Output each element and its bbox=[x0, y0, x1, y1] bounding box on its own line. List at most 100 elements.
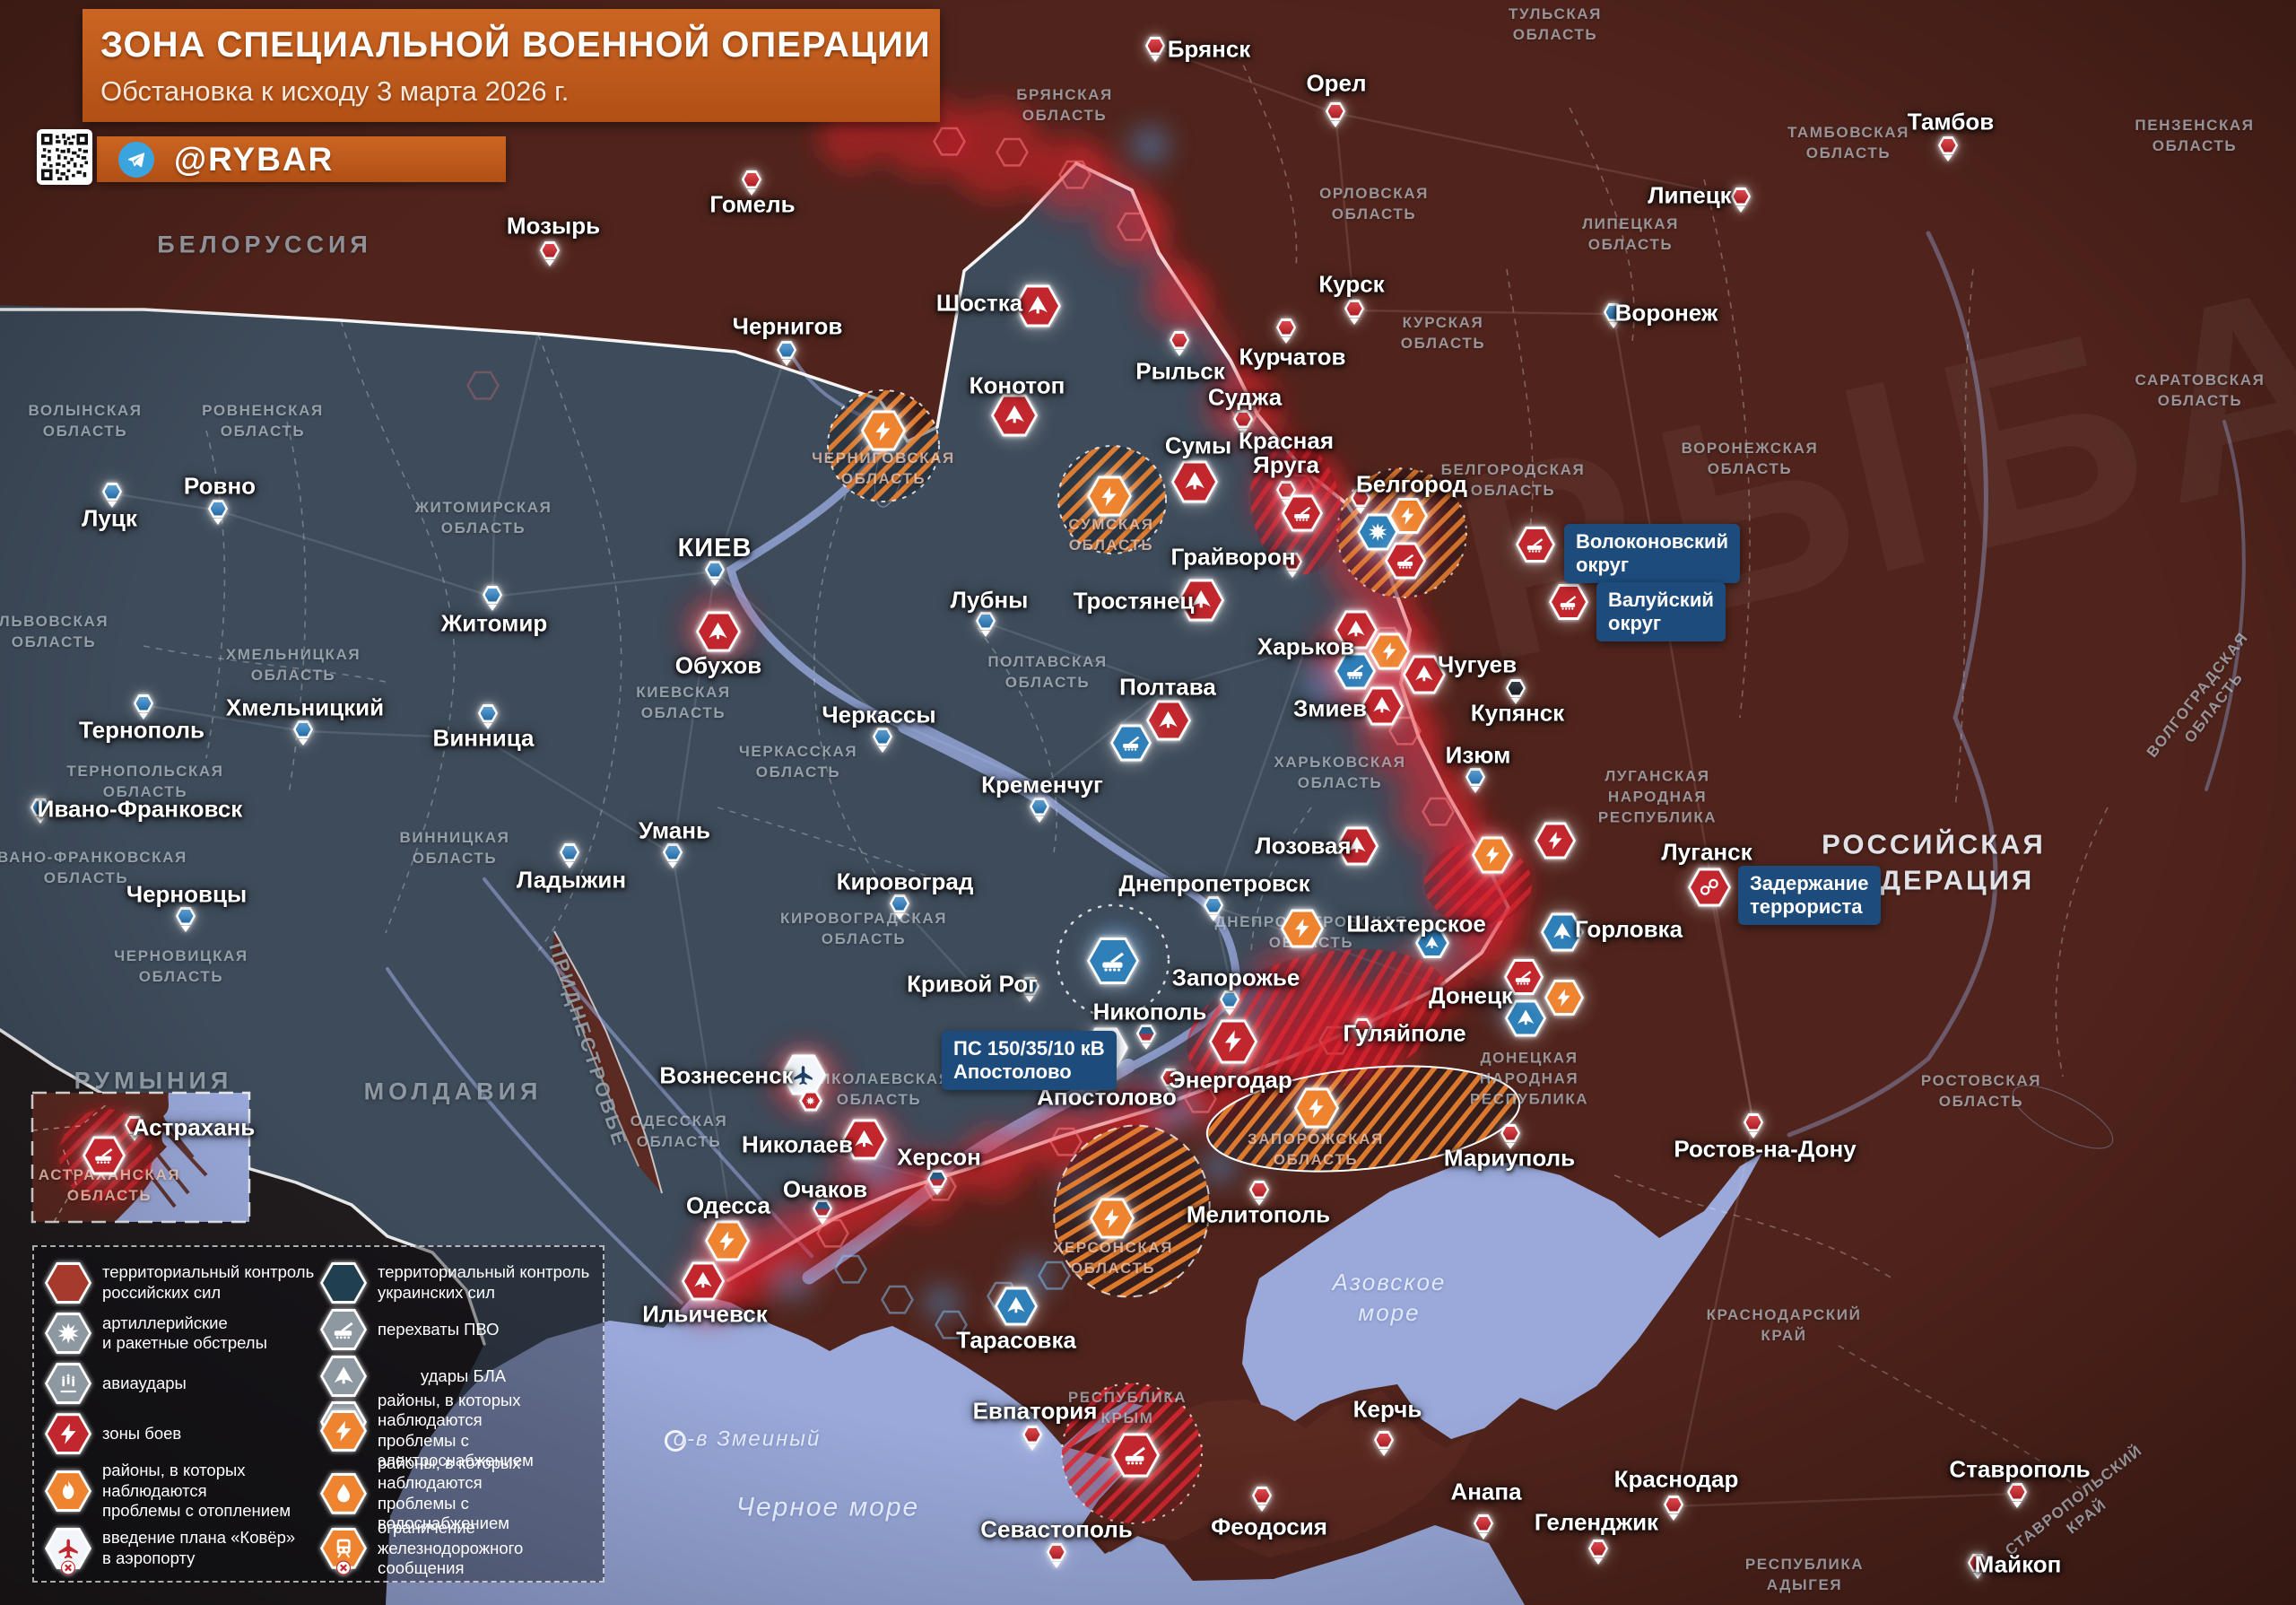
city-pin-red[interactable] bbox=[1161, 1069, 1180, 1094]
city-pin-blue[interactable] bbox=[1465, 768, 1485, 793]
map-icon-blue-drone[interactable] bbox=[1415, 928, 1449, 958]
city-pin-blue[interactable] bbox=[1020, 977, 1039, 1002]
map-icon-orange-bolt[interactable] bbox=[1472, 836, 1513, 874]
map-icon-blue-aa[interactable] bbox=[1335, 652, 1376, 690]
map-icon-red-aa[interactable] bbox=[1385, 542, 1426, 580]
city-pin-blue[interactable] bbox=[293, 720, 313, 746]
map-icon-red-drone[interactable] bbox=[991, 394, 1038, 437]
map-icon-red-drone[interactable] bbox=[1178, 579, 1224, 622]
city-pin-red[interactable] bbox=[1276, 318, 1296, 344]
map-icon-red-drone[interactable] bbox=[1146, 700, 1191, 741]
city-pin-red[interactable] bbox=[1968, 1554, 1987, 1579]
map-icon-orange-bolt[interactable] bbox=[1281, 909, 1324, 948]
map-icon-orange-bolt[interactable] bbox=[1090, 1198, 1135, 1239]
city-pin-red[interactable] bbox=[1022, 1426, 1042, 1451]
map-icon-red-drone[interactable] bbox=[1361, 686, 1404, 726]
city-pin-red[interactable] bbox=[1047, 1543, 1066, 1568]
city-pin-blue[interactable] bbox=[208, 500, 228, 525]
info-box[interactable]: ПС 150/35/10 кВ Апостолово bbox=[942, 1031, 1117, 1090]
city-pin-red[interactable] bbox=[1233, 410, 1253, 435]
map-icon-orange-bolt[interactable] bbox=[1087, 475, 1132, 517]
city-pin-red[interactable] bbox=[1500, 1124, 1520, 1149]
rybar-channel-bar[interactable]: @RYBAR bbox=[97, 136, 506, 182]
city-pin-blue[interactable] bbox=[483, 586, 502, 611]
city-pin-red[interactable] bbox=[125, 1116, 144, 1141]
map-icon-red-drone[interactable] bbox=[696, 611, 741, 652]
info-box[interactable]: Задержание террориста bbox=[1738, 866, 1881, 925]
city-pin-blue[interactable] bbox=[873, 728, 892, 753]
map-icon-blue-boom[interactable] bbox=[1357, 513, 1398, 551]
city-pin-blue[interactable] bbox=[176, 907, 196, 932]
map-icon-blue-drone[interactable] bbox=[1505, 999, 1546, 1037]
map-icon-orange-bolt[interactable] bbox=[861, 410, 906, 451]
city-pin-blue[interactable] bbox=[777, 341, 796, 366]
map-icon-red-aa[interactable] bbox=[83, 1136, 126, 1175]
map-icon-orange-bolt[interactable] bbox=[1388, 498, 1428, 534]
city-pin-red[interactable] bbox=[2007, 1483, 2027, 1508]
city-pin-red[interactable] bbox=[1351, 489, 1370, 514]
map-icon-orange-bolt[interactable] bbox=[1369, 632, 1410, 670]
info-box[interactable]: Волоконовский округ bbox=[1564, 524, 1741, 583]
map-icon-red-drone[interactable] bbox=[842, 1119, 887, 1160]
city-pin-red[interactable] bbox=[1938, 136, 1958, 161]
city-pin-red[interactable] bbox=[1664, 1496, 1683, 1521]
map-icon-orange-bolt[interactable] bbox=[1544, 980, 1584, 1016]
city-pin-red[interactable] bbox=[1352, 1018, 1372, 1043]
map-icon-red-drone[interactable] bbox=[1171, 460, 1218, 503]
city-pin-blue[interactable] bbox=[890, 894, 909, 920]
city-pin-red[interactable] bbox=[1731, 188, 1751, 213]
city-pin-red[interactable] bbox=[1170, 331, 1189, 356]
map-icon-orange-bolt[interactable] bbox=[705, 1220, 750, 1261]
city-pin-red[interactable] bbox=[1145, 37, 1165, 62]
city-pin-dark[interactable] bbox=[1506, 679, 1526, 704]
map-icon-red-drone[interactable] bbox=[1014, 284, 1061, 327]
city-pin-split[interactable] bbox=[1136, 1025, 1156, 1050]
map-icon-red-drone[interactable] bbox=[1335, 610, 1378, 650]
map-icon-red-aa[interactable] bbox=[1282, 494, 1323, 532]
city-pin-blue[interactable] bbox=[478, 704, 498, 729]
map-icon-red-bolt[interactable] bbox=[1535, 822, 1576, 859]
map-icon-blue-aa[interactable] bbox=[1087, 938, 1139, 984]
city-pin-red[interactable] bbox=[1344, 300, 1364, 325]
map-icon-blue-aa[interactable] bbox=[1110, 724, 1152, 762]
map-icon-red-drone[interactable] bbox=[1403, 655, 1446, 694]
info-box[interactable]: Валуйский округ bbox=[1596, 582, 1726, 641]
city-pin-red[interactable] bbox=[540, 241, 560, 266]
city-pin-blue[interactable] bbox=[705, 561, 725, 586]
city-pin-red[interactable] bbox=[1249, 1181, 1269, 1206]
city-pin-blue[interactable] bbox=[134, 694, 153, 720]
city-pin-split[interactable] bbox=[813, 1199, 832, 1225]
map-icon-red-boom[interactable] bbox=[799, 1090, 822, 1112]
map-icon-red-aa[interactable] bbox=[1549, 584, 1588, 620]
map-icon-red-aa[interactable] bbox=[1516, 527, 1555, 563]
city-pin-red[interactable] bbox=[1283, 553, 1302, 578]
city-pin-red[interactable] bbox=[1326, 102, 1345, 127]
city-pin-blue[interactable] bbox=[663, 843, 683, 868]
city-pin-red[interactable] bbox=[1588, 1540, 1608, 1565]
city-pin-red[interactable] bbox=[1474, 1514, 1493, 1540]
map-icon-red-drone[interactable] bbox=[1335, 826, 1378, 866]
city-pin-red[interactable] bbox=[1744, 1113, 1763, 1138]
city-pin-blue[interactable] bbox=[1030, 798, 1049, 823]
city-pin-blue[interactable] bbox=[1204, 896, 1223, 921]
city-pin-blue[interactable] bbox=[1220, 990, 1239, 1016]
city-pin-split[interactable] bbox=[927, 1170, 947, 1195]
city-pin-blue[interactable] bbox=[1604, 303, 1623, 328]
map-icon-red-drone[interactable] bbox=[682, 1261, 725, 1301]
city-pin-red[interactable] bbox=[742, 170, 761, 196]
city-pin-red[interactable] bbox=[1374, 1431, 1394, 1456]
city-pin-blue[interactable] bbox=[30, 798, 50, 824]
map-icon-blue-drone[interactable] bbox=[1541, 912, 1584, 952]
map-icon-orange-bolt[interactable] bbox=[1294, 1087, 1339, 1129]
map-icon-red-bolt[interactable] bbox=[1209, 1019, 1257, 1064]
city-pin-blue[interactable] bbox=[976, 612, 996, 637]
map-icon-red-aa[interactable] bbox=[1111, 1433, 1160, 1478]
map-icon-white-plane[interactable] bbox=[781, 1054, 826, 1095]
city-pin-red[interactable] bbox=[1252, 1487, 1272, 1512]
city-pin-blue[interactable] bbox=[102, 483, 122, 508]
city-pin-blue[interactable] bbox=[560, 843, 579, 868]
map-icon-red-cuffs[interactable] bbox=[1688, 868, 1731, 907]
city-pin-red[interactable] bbox=[1276, 481, 1296, 506]
map-icon-blue-drone[interactable] bbox=[995, 1287, 1038, 1326]
map-icon-red-aa[interactable] bbox=[1504, 959, 1544, 995]
